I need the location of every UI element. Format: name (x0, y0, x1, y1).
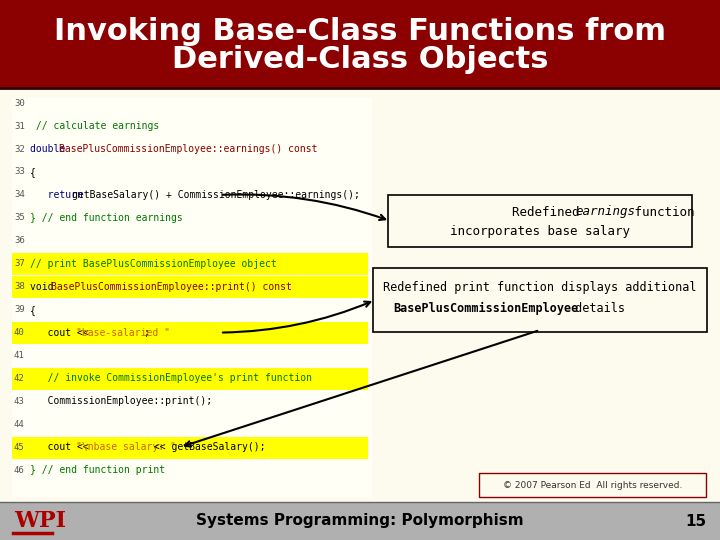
Text: 31: 31 (14, 122, 24, 131)
Bar (0, 502, 720, 540)
Text: 46: 46 (14, 465, 24, 475)
FancyBboxPatch shape (373, 268, 707, 332)
Text: 33: 33 (14, 167, 24, 177)
Text: {: { (30, 305, 36, 315)
Text: earnings: earnings (575, 206, 635, 219)
Text: 40: 40 (14, 328, 24, 337)
Text: "\nbase salary: ": "\nbase salary: " (76, 442, 176, 453)
Text: 37: 37 (14, 259, 24, 268)
Text: Systems Programming: Polymorphism: Systems Programming: Polymorphism (196, 514, 524, 529)
Text: details: details (568, 301, 625, 314)
Bar (12, 437, 368, 459)
Text: // calculate earnings: // calculate earnings (30, 121, 159, 131)
Text: Redefined print function displays additional: Redefined print function displays additi… (383, 280, 697, 294)
Bar (12, 368, 368, 390)
Text: function: function (627, 206, 695, 219)
Text: return: return (30, 190, 89, 200)
Text: © 2007 Pearson Ed  All rights reserved.: © 2007 Pearson Ed All rights reserved. (503, 481, 682, 489)
Text: 44: 44 (14, 420, 24, 429)
Text: BasePlusCommissionEmployee::print() const: BasePlusCommissionEmployee::print() cons… (51, 282, 292, 292)
Bar (12, 253, 368, 275)
Text: 38: 38 (14, 282, 24, 291)
Text: 30: 30 (14, 99, 24, 107)
Text: // invoke CommissionEmployee's print function: // invoke CommissionEmployee's print fun… (30, 374, 312, 383)
Bar (0, 0, 720, 88)
Text: 42: 42 (14, 374, 24, 383)
Text: 45: 45 (14, 443, 24, 452)
Text: ;: ; (143, 328, 149, 338)
Text: Invoking Base-Class Functions from: Invoking Base-Class Functions from (54, 17, 666, 45)
Text: WPI: WPI (14, 510, 66, 532)
Text: } // end function earnings: } // end function earnings (30, 213, 183, 223)
Text: "base-salaried ": "base-salaried " (76, 328, 170, 338)
Bar (12, 276, 368, 298)
Text: getBaseSalary() + CommissionEmployee::earnings();: getBaseSalary() + CommissionEmployee::ea… (72, 190, 360, 200)
Text: cout <<: cout << (30, 328, 94, 338)
Text: double: double (30, 144, 71, 154)
Text: 32: 32 (14, 145, 24, 153)
Text: << getBaseSalary();: << getBaseSalary(); (148, 442, 265, 453)
Text: 43: 43 (14, 397, 24, 406)
Text: void: void (30, 282, 59, 292)
Text: incorporates base salary: incorporates base salary (450, 225, 630, 238)
Text: {: { (30, 167, 36, 177)
Bar (12, 98, 372, 497)
Text: BasePlusCommissionEmployee: BasePlusCommissionEmployee (393, 301, 578, 314)
Text: cout <<: cout << (30, 442, 94, 453)
FancyBboxPatch shape (388, 195, 692, 247)
Text: 39: 39 (14, 305, 24, 314)
Text: BasePlusCommissionEmployee::earnings() const: BasePlusCommissionEmployee::earnings() c… (59, 144, 318, 154)
Text: } // end function print: } // end function print (30, 465, 165, 475)
Text: 41: 41 (14, 351, 24, 360)
Text: CommissionEmployee::print();: CommissionEmployee::print(); (30, 396, 212, 407)
Text: 34: 34 (14, 191, 24, 199)
Text: Derived-Class Objects: Derived-Class Objects (172, 45, 548, 75)
Text: // print BasePlusCommissionEmployee object: // print BasePlusCommissionEmployee obje… (30, 259, 276, 269)
Text: Redefined: Redefined (512, 206, 587, 219)
Text: 15: 15 (685, 514, 706, 529)
Bar (12, 322, 368, 344)
Text: 36: 36 (14, 237, 24, 245)
Text: 35: 35 (14, 213, 24, 222)
FancyBboxPatch shape (479, 473, 706, 497)
